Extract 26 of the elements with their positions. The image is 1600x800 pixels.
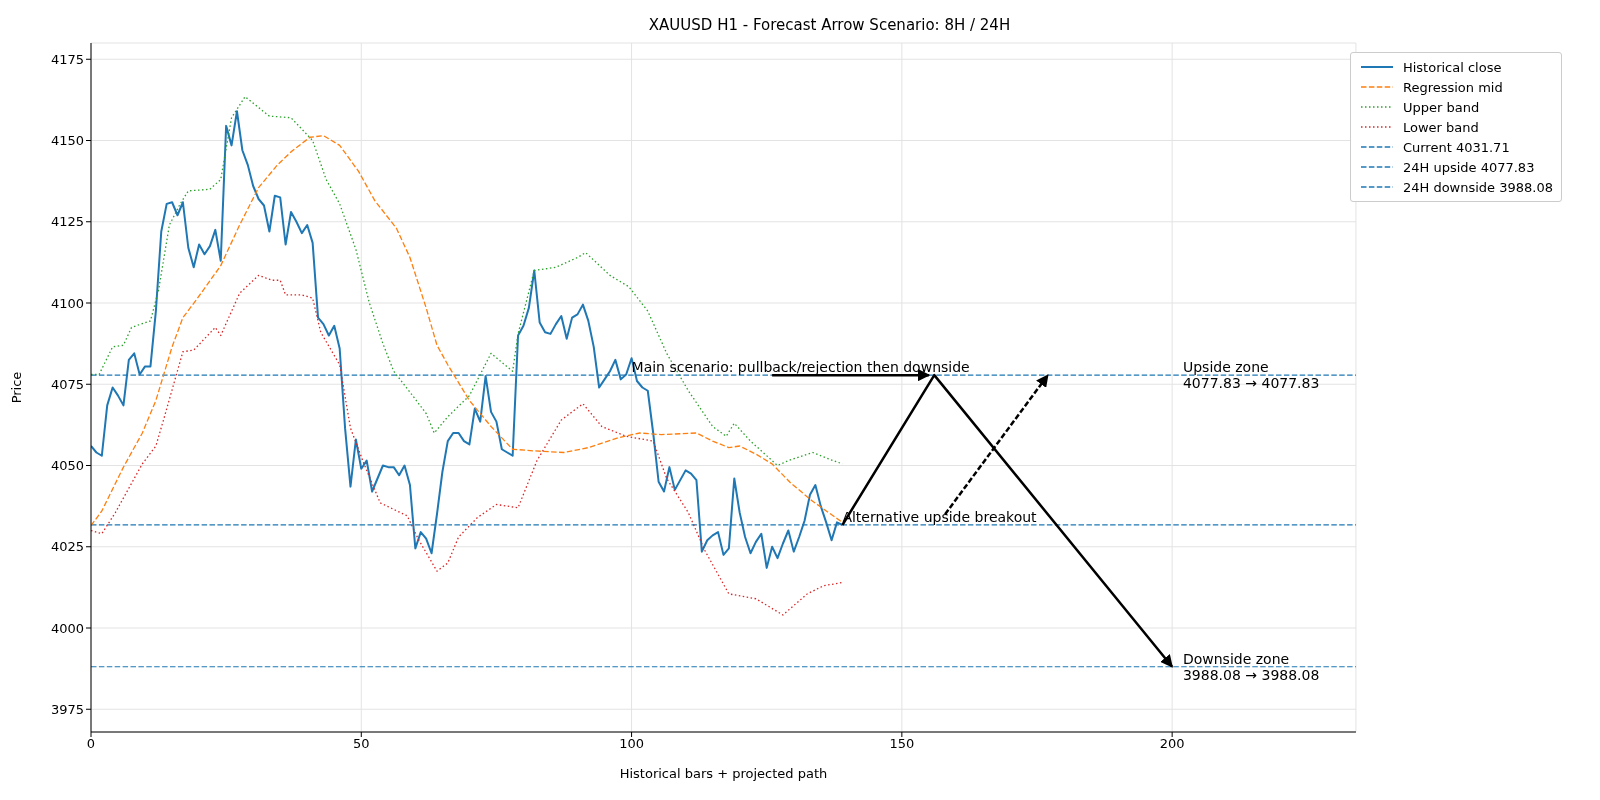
y-tick-label: 4175 [50, 51, 84, 67]
y-tick-label: 3975 [50, 701, 84, 717]
y-tick-label: 4075 [50, 376, 84, 392]
x-axis-title: Historical bars + projected path [619, 766, 828, 781]
y-tick-label: 4000 [50, 620, 84, 636]
y-tick-label: 4125 [50, 214, 84, 230]
legend-label: Historical close [1402, 59, 1502, 75]
y-axis-title: Price [8, 371, 24, 404]
legend-label: 24H upside 4077.83 [1402, 159, 1535, 175]
legend-label: Lower band [1402, 119, 1479, 135]
y-tick-label: 4050 [50, 458, 84, 474]
y-tick-label: 4150 [50, 133, 84, 149]
annotation: Downside zone 3988.08 → 3988.08 [1182, 650, 1320, 683]
legend-label: Current 4031.71 [1402, 139, 1510, 155]
legend-label: Upper band [1402, 99, 1480, 115]
legend-label: Regression mid [1402, 79, 1503, 95]
y-tick-label: 4100 [50, 295, 84, 311]
y-tick-label: 4025 [50, 539, 84, 555]
annotation: Upside zone 4077.83 → 4077.83 [1182, 359, 1320, 392]
x-tick-label: 200 [1159, 736, 1185, 752]
x-tick-label: 150 [889, 736, 915, 752]
chart-title: XAUUSD H1 - Forecast Arrow Scenario: 8H / 24H [647, 16, 1012, 34]
x-tick-label: 0 [86, 736, 96, 752]
x-tick-label: 50 [353, 736, 370, 752]
x-tick-label: 100 [619, 736, 644, 752]
legend-label: 24H downside 3988.08 [1402, 179, 1553, 195]
